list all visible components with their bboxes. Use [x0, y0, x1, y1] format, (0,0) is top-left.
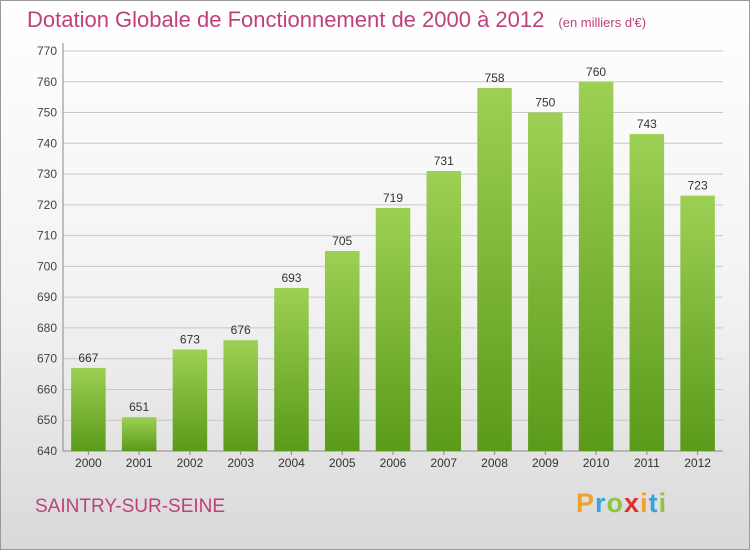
- y-tick-label: 660: [37, 382, 57, 396]
- y-tick-label: 680: [37, 321, 57, 335]
- logo-letter: t: [648, 488, 659, 518]
- bar-2002: [172, 349, 208, 451]
- bars: [71, 81, 715, 452]
- data-label: 743: [637, 117, 657, 131]
- bar-2011: [629, 134, 665, 452]
- x-tick-label: 2004: [278, 456, 305, 470]
- x-tick-labels: 2000 2001 2002 2003 2004 2005 2006 2007 2008 2009…: [75, 451, 711, 470]
- y-tick-label: 700: [37, 259, 57, 273]
- data-label: 719: [383, 191, 403, 205]
- x-tick-label: 2008: [481, 456, 508, 470]
- bar-2001: [121, 417, 157, 451]
- logo-letter: i: [658, 488, 668, 518]
- y-tick-labels: 640 650 660 670 680 690 700 710 720 730 740 750 760 7…: [37, 44, 57, 458]
- bar-2004: [274, 287, 309, 451]
- y-tick-label: 770: [37, 44, 57, 58]
- y-tick-label: 670: [37, 352, 57, 366]
- y-tick-label: 720: [37, 198, 57, 212]
- city-name: SAINTRY-SUR-SEINE: [35, 496, 226, 517]
- x-tick-label: 2002: [177, 456, 204, 470]
- x-tick-label: 2003: [227, 456, 254, 470]
- data-label: 673: [180, 332, 200, 346]
- x-tick-label: 2010: [583, 456, 610, 470]
- data-label: 723: [688, 179, 708, 193]
- x-tick-label: 2005: [329, 456, 356, 470]
- bar-2006: [375, 207, 411, 451]
- x-tick-label: 2011: [634, 456, 660, 470]
- y-tick-label: 740: [37, 136, 57, 150]
- data-label: 705: [332, 234, 352, 248]
- logo-letter: r: [595, 488, 607, 518]
- x-tick-label: 2006: [380, 456, 407, 470]
- bar-2000: [71, 367, 106, 451]
- y-tick-label: 650: [37, 413, 57, 427]
- data-label: 667: [78, 351, 98, 365]
- logo-letter: x: [624, 488, 641, 518]
- y-tick-label: 760: [37, 75, 57, 89]
- data-label: 731: [434, 154, 454, 168]
- bar-2003: [223, 340, 258, 451]
- bar-2010: [578, 81, 614, 452]
- y-tick-label: 710: [37, 229, 57, 243]
- y-tick-label: 730: [37, 167, 57, 181]
- x-tick-label: 2012: [684, 456, 711, 470]
- y-tick-label: 750: [37, 106, 57, 120]
- bar-2007: [426, 171, 462, 451]
- bar-2012: [680, 195, 715, 451]
- proxiti-logo: Proxiti: [576, 488, 667, 519]
- data-label: 758: [485, 71, 505, 85]
- x-tick-label: 2009: [532, 456, 559, 470]
- chart-title: Dotation Globale de Fonctionnement de 20…: [27, 7, 545, 32]
- data-label: 750: [535, 96, 555, 110]
- chart-subtitle: (en milliers d'€): [558, 15, 647, 30]
- data-label: 760: [586, 65, 606, 79]
- data-label: 693: [281, 271, 301, 285]
- x-tick-label: 2000: [75, 456, 102, 470]
- bar-2005: [324, 251, 360, 451]
- chart-title-block: Dotation Globale de Fonctionnement de 20…: [27, 7, 646, 33]
- x-tick-label: 2007: [430, 456, 457, 470]
- data-labels: 667 651 673 676 693 705 719 731 758 750 760 743 723: [78, 65, 708, 414]
- logo-letter: o: [606, 488, 625, 518]
- logo-letter: i: [640, 488, 649, 518]
- data-label: 676: [231, 323, 251, 337]
- y-tick-label: 690: [37, 290, 57, 304]
- y-tick-label: 640: [37, 444, 57, 458]
- x-tick-label: 2001: [126, 456, 153, 470]
- logo-letter: P: [576, 488, 596, 518]
- bar-2009: [528, 112, 563, 452]
- data-label: 651: [129, 400, 149, 414]
- bar-2008: [477, 87, 512, 451]
